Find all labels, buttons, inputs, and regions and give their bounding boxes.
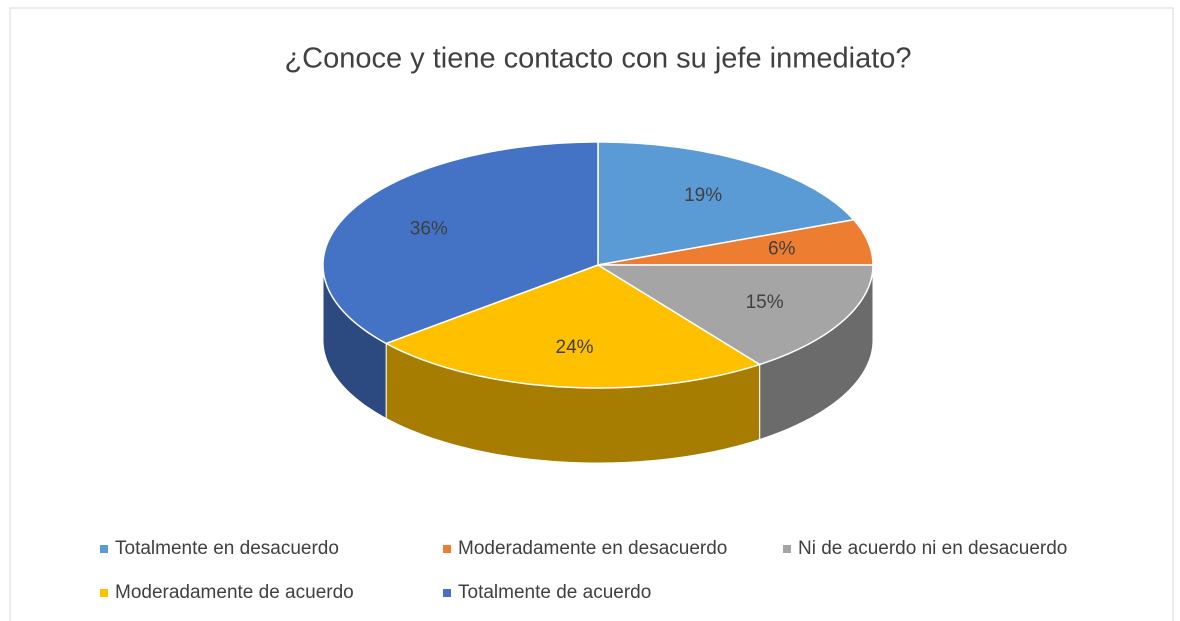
pie-slice xyxy=(384,264,762,389)
legend-label: Ni de acuerdo ni en desacuerdo xyxy=(798,538,1067,559)
data-label: 15% xyxy=(746,292,784,313)
legend-label: Totalmente en desacuerdo xyxy=(115,538,339,559)
legend-label: Totalmente de acuerdo xyxy=(458,582,651,603)
legend-label: Moderadamente en desacuerdo xyxy=(458,538,727,559)
data-label: 19% xyxy=(684,185,722,206)
chart-title: ¿Conoce y tiene contacto con su jefe inm… xyxy=(284,43,911,75)
legend-swatch xyxy=(783,545,791,553)
data-label: 24% xyxy=(556,337,594,358)
data-label: 36% xyxy=(410,218,448,239)
pie-slice xyxy=(595,264,874,366)
legend-swatch xyxy=(100,589,108,597)
legend-swatch xyxy=(443,589,451,597)
pie-slice xyxy=(322,141,599,345)
pie-slice xyxy=(597,218,874,266)
legend-label: Moderadamente de acuerdo xyxy=(115,582,354,603)
data-label: 6% xyxy=(768,238,796,259)
pie-slice xyxy=(597,141,856,266)
legend-swatch xyxy=(443,545,451,553)
legend-swatch xyxy=(100,545,108,553)
